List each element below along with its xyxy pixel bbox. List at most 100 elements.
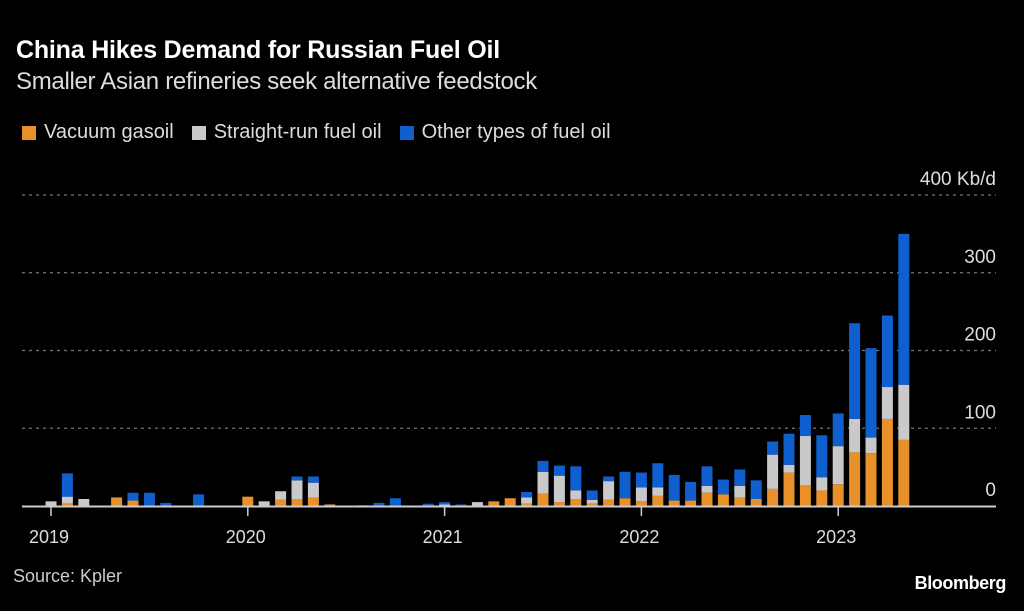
bar-vacuum-gasoil-2023-05 — [898, 439, 910, 506]
chart-subtitle: Smaller Asian refineries seek alternativ… — [16, 68, 537, 95]
bar-other-2020-09 — [373, 502, 385, 506]
bar-straight-run-2020-05 — [307, 482, 319, 498]
legend-item-straight-run: Straight-run fuel oil — [191, 121, 382, 144]
bar-vacuum-gasoil-2023-02 — [849, 452, 861, 506]
y-tick-label-100: 100 — [964, 402, 996, 423]
bar-straight-run-2022-11 — [799, 436, 811, 486]
y-tick-label-200: 200 — [964, 325, 996, 346]
bar-other-2021-11 — [603, 476, 615, 482]
x-axis: 2019 2020 2021 2022 2023 — [22, 505, 996, 547]
bar-other-2021-01 — [439, 502, 451, 505]
bar-other-2019-06 — [127, 492, 139, 501]
bar-vacuum-gasoil-2022-04 — [685, 500, 697, 506]
y-tick-label-0: 0 — [985, 480, 996, 501]
gridlines — [22, 194, 996, 429]
bar-other-2022-02 — [652, 463, 664, 488]
bar-straight-run-2022-12 — [816, 477, 828, 491]
y-tick-label-300: 300 — [964, 247, 996, 268]
legend-swatch-straight-run — [191, 125, 206, 140]
x-tick-label-2023: 2023 — [816, 527, 856, 547]
bar-other-2019-10 — [193, 494, 205, 506]
bar-straight-run-2022-07 — [734, 485, 746, 498]
bar-other-2022-04 — [685, 481, 697, 501]
bar-vacuum-gasoil-2021-10 — [586, 503, 598, 506]
bar-other-2022-03 — [668, 474, 680, 501]
bar-straight-run-2019-02 — [61, 496, 73, 504]
legend-item-vacuum-gasoil: Vacuum gasoil — [22, 121, 174, 144]
bar-other-2023-05 — [898, 233, 910, 385]
bar-straight-run-2021-06 — [521, 497, 533, 504]
bar-other-2022-01 — [635, 472, 647, 488]
bar-straight-run-2020-02 — [258, 501, 270, 506]
legend: Vacuum gasoil Straight-run fuel oil Othe… — [22, 121, 629, 144]
bar-other-2022-12 — [816, 435, 828, 478]
legend-label-vacuum-gasoil: Vacuum gasoil — [44, 121, 174, 143]
bar-other-2021-06 — [521, 492, 533, 498]
bar-vacuum-gasoil-2023-04 — [881, 418, 893, 506]
legend-item-other: Other types of fuel oil — [399, 121, 611, 144]
source-note: Source: Kpler — [13, 566, 123, 586]
bar-other-2021-07 — [537, 460, 549, 472]
bloomberg-logo: Bloomberg — [914, 573, 1007, 593]
bar-vacuum-gasoil-2022-12 — [816, 490, 828, 506]
bar-straight-run-2019-03 — [78, 499, 90, 506]
bar-vacuum-gasoil-2019-06 — [127, 500, 139, 506]
bar-other-2022-10 — [783, 433, 795, 465]
bar-vacuum-gasoil-2022-02 — [652, 495, 664, 506]
bar-vacuum-gasoil-2020-05 — [307, 497, 319, 506]
bar-vacuum-gasoil-2021-08 — [553, 502, 565, 506]
bars — [45, 233, 910, 507]
bar-vacuum-gasoil-2021-04 — [488, 501, 500, 506]
bar-vacuum-gasoil-2022-06 — [717, 494, 729, 506]
bar-other-2021-09 — [570, 466, 582, 491]
bar-vacuum-gasoil-2022-11 — [799, 485, 811, 506]
y-axis-labels: 0 100 200 300 400 Kb/d — [920, 169, 996, 501]
bar-other-2022-07 — [734, 469, 746, 486]
bar-straight-run-2022-09 — [767, 454, 779, 489]
bar-other-2023-01 — [832, 413, 844, 447]
bar-other-2020-10 — [389, 498, 401, 506]
bar-other-2021-02 — [455, 504, 467, 506]
bar-vacuum-gasoil-2022-07 — [734, 497, 746, 506]
bar-straight-run-2022-10 — [783, 464, 795, 473]
bar-vacuum-gasoil-2021-07 — [537, 493, 549, 506]
bar-vacuum-gasoil-2022-01 — [635, 501, 647, 506]
bar-straight-run-2021-07 — [537, 471, 549, 494]
legend-swatch-vacuum-gasoil — [22, 125, 36, 140]
bar-vacuum-gasoil-2022-03 — [668, 500, 680, 506]
bar-straight-run-2022-05 — [701, 485, 713, 493]
bar-vacuum-gasoil-2020-06 — [324, 504, 336, 506]
bar-straight-run-2022-01 — [635, 487, 647, 502]
bar-other-2022-11 — [799, 415, 811, 437]
bar-other-2022-08 — [750, 480, 762, 500]
x-tick-label-2020: 2020 — [226, 527, 266, 547]
bar-straight-run-2020-03 — [275, 491, 287, 500]
x-tick-label-2022: 2022 — [619, 527, 659, 547]
bar-vacuum-gasoil-2023-01 — [832, 484, 844, 506]
bar-straight-run-2021-08 — [553, 475, 565, 503]
bar-other-2023-04 — [881, 315, 893, 388]
bar-straight-run-2023-03 — [865, 437, 877, 454]
bar-straight-run-2023-05 — [898, 384, 910, 440]
y-tick-label-400: 400 Kb/d — [920, 169, 996, 190]
bar-vacuum-gasoil-2021-12 — [619, 498, 631, 506]
bar-vacuum-gasoil-2022-08 — [750, 499, 762, 506]
bar-straight-run-2019-01 — [45, 501, 57, 506]
bar-other-2021-12 — [619, 471, 631, 499]
bar-vacuum-gasoil-2022-10 — [783, 472, 795, 506]
bar-other-2022-06 — [717, 479, 729, 495]
bar-straight-run-2021-10 — [586, 499, 598, 504]
legend-label-straight-run: Straight-run fuel oil — [213, 121, 382, 143]
x-tick-label-2021: 2021 — [423, 527, 463, 547]
bar-vacuum-gasoil-2021-09 — [570, 499, 582, 506]
bar-other-2019-08 — [160, 502, 172, 506]
bar-other-2020-04 — [291, 476, 303, 481]
bar-straight-run-2023-01 — [832, 446, 844, 485]
bar-other-2023-03 — [865, 348, 877, 438]
bar-straight-run-2021-09 — [570, 490, 582, 500]
bar-other-2020-12 — [422, 503, 434, 506]
bar-other-2022-05 — [701, 466, 713, 486]
bar-other-2021-10 — [586, 490, 598, 500]
bar-vacuum-gasoil-2021-06 — [521, 503, 533, 506]
bar-straight-run-2021-11 — [603, 481, 615, 500]
